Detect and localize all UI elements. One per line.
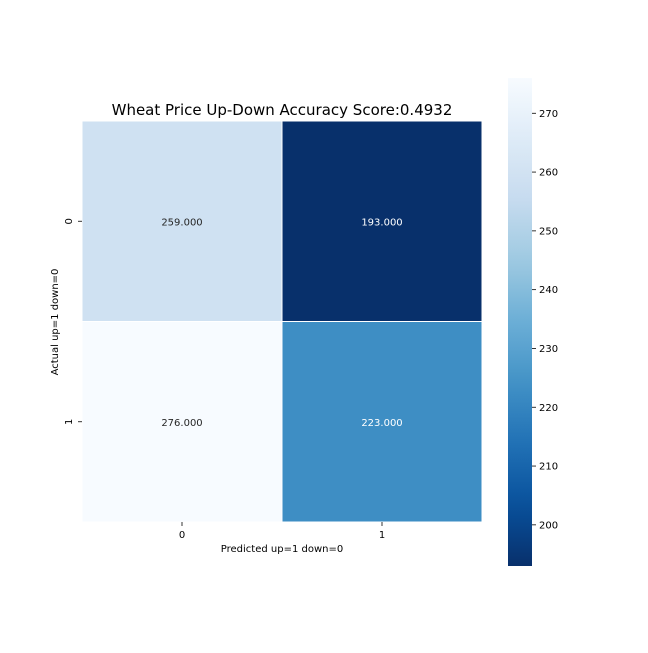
colorbar-tick-label: 220 (539, 403, 558, 414)
chart-title: Wheat Price Up-Down Accuracy Score:0.493… (112, 101, 453, 119)
colorbar-tick-label: 240 (539, 285, 558, 296)
colorbar-tick-label: 260 (539, 168, 558, 179)
y-tick-label: 0 (64, 218, 75, 224)
heatmap-cell-labels: 259.000 193.000 276.000 223.000 (161, 217, 402, 429)
cell-value-label: 276.000 (161, 418, 202, 429)
heatmap-cell (281, 120, 483, 322)
colorbar-tick-label: 210 (539, 462, 558, 473)
heatmap-cell (81, 321, 283, 523)
colorbar (508, 78, 532, 566)
x-tick-label: 1 (379, 530, 385, 541)
y-axis-ticks: 01 (64, 218, 82, 425)
heatmap-cell (281, 321, 483, 523)
y-axis-label: Actual up=1 down=0 (50, 269, 61, 376)
y-tick-label: 1 (64, 419, 75, 425)
cell-value-label: 259.000 (161, 217, 202, 228)
heatmap-cell (81, 120, 283, 322)
cell-value-label: 223.000 (361, 418, 402, 429)
colorbar-tick-label: 250 (539, 226, 558, 237)
colorbar-tick-label: 230 (539, 344, 558, 355)
heatmap-cells (81, 120, 483, 523)
cell-value-label: 193.000 (361, 217, 402, 228)
colorbar-tick-label: 270 (539, 109, 558, 120)
x-tick-label: 0 (179, 530, 185, 541)
x-axis-label: Predicted up=1 down=0 (221, 544, 343, 555)
colorbar-tick-label: 200 (539, 520, 558, 531)
colorbar-ticks: 200 210 220 230 240 250 260 270 (532, 109, 558, 531)
